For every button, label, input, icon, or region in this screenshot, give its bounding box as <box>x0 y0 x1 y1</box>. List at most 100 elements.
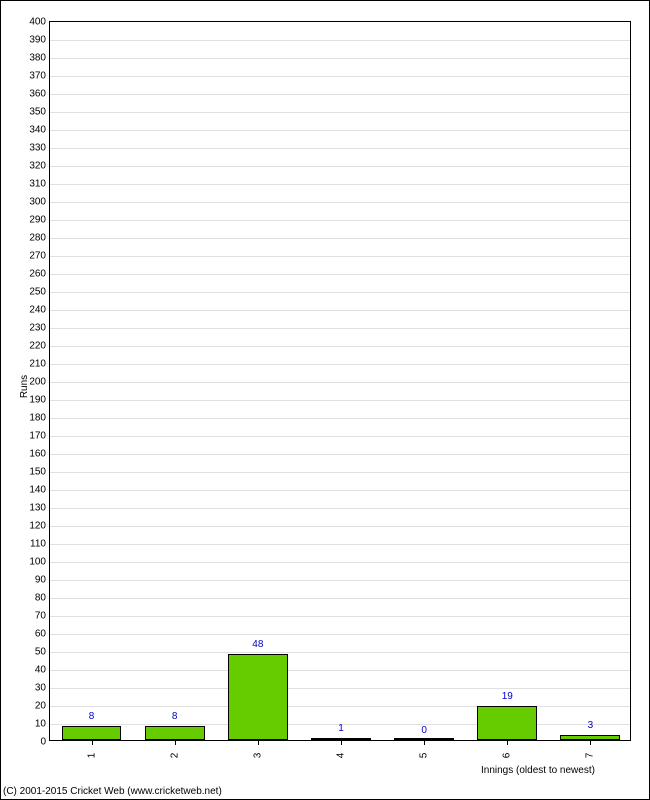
y-tick-label: 130 <box>29 503 46 514</box>
gridline <box>50 400 630 401</box>
gridline <box>50 328 630 329</box>
x-tick-label: 2 <box>169 753 180 759</box>
gridline <box>50 310 630 311</box>
y-tick-label: 400 <box>29 17 46 28</box>
y-tick-label: 310 <box>29 179 46 190</box>
gridline <box>50 652 630 653</box>
x-tick-label: 1 <box>86 753 97 759</box>
y-axis-label: Runs <box>19 375 30 398</box>
bar <box>145 726 205 740</box>
footer-copyright: (C) 2001-2015 Cricket Web (www.cricketwe… <box>3 786 222 797</box>
x-tick <box>341 740 342 745</box>
gridline <box>50 292 630 293</box>
gridline <box>50 130 630 131</box>
x-tick-label: 3 <box>252 753 263 759</box>
y-tick-label: 230 <box>29 323 46 334</box>
gridline <box>50 454 630 455</box>
y-tick-label: 140 <box>29 485 46 496</box>
y-tick-label: 380 <box>29 53 46 64</box>
x-tick-label: 4 <box>336 753 347 759</box>
gridline <box>50 202 630 203</box>
y-tick-label: 170 <box>29 431 46 442</box>
y-tick-label: 70 <box>35 611 46 622</box>
gridline <box>50 76 630 77</box>
bar-value-label: 1 <box>338 723 344 734</box>
bar-value-label: 3 <box>588 720 594 731</box>
gridline <box>50 544 630 545</box>
gridline <box>50 418 630 419</box>
gridline <box>50 382 630 383</box>
y-tick-label: 260 <box>29 269 46 280</box>
y-tick-label: 100 <box>29 557 46 568</box>
gridline <box>50 238 630 239</box>
y-tick-label: 60 <box>35 629 46 640</box>
y-tick-label: 160 <box>29 449 46 460</box>
gridline <box>50 706 630 707</box>
y-tick-label: 90 <box>35 575 46 586</box>
y-tick-label: 320 <box>29 161 46 172</box>
x-axis-label: Innings (oldest to newest) <box>481 765 595 776</box>
gridline <box>50 580 630 581</box>
gridline <box>50 274 630 275</box>
y-tick-label: 250 <box>29 287 46 298</box>
x-tick <box>424 740 425 745</box>
y-tick-label: 200 <box>29 377 46 388</box>
gridline <box>50 436 630 437</box>
y-tick-label: 210 <box>29 359 46 370</box>
gridline <box>50 148 630 149</box>
gridline <box>50 346 630 347</box>
gridline <box>50 562 630 563</box>
bar-value-label: 8 <box>172 711 178 722</box>
bar-value-label: 19 <box>502 691 513 702</box>
y-tick-label: 40 <box>35 665 46 676</box>
y-tick-label: 300 <box>29 197 46 208</box>
y-tick-label: 120 <box>29 521 46 532</box>
x-tick-label: 7 <box>585 753 596 759</box>
y-tick-label: 330 <box>29 143 46 154</box>
x-tick-label: 5 <box>419 753 430 759</box>
y-tick-label: 280 <box>29 233 46 244</box>
y-tick-label: 370 <box>29 71 46 82</box>
chart-container: 0102030405060708090100110120130140150160… <box>0 0 650 800</box>
x-tick <box>175 740 176 745</box>
y-tick-label: 340 <box>29 125 46 136</box>
bar-value-label: 0 <box>421 725 427 736</box>
y-tick-label: 10 <box>35 719 46 730</box>
gridline <box>50 220 630 221</box>
gridline <box>50 490 630 491</box>
gridline <box>50 166 630 167</box>
y-tick-label: 0 <box>40 737 46 748</box>
gridline <box>50 58 630 59</box>
y-tick-label: 290 <box>29 215 46 226</box>
x-tick <box>507 740 508 745</box>
y-tick-label: 360 <box>29 89 46 100</box>
gridline <box>50 184 630 185</box>
gridline <box>50 598 630 599</box>
bar-value-label: 48 <box>252 639 263 650</box>
y-tick-label: 110 <box>30 539 46 550</box>
y-tick-label: 220 <box>29 341 46 352</box>
y-tick-label: 190 <box>29 395 46 406</box>
y-tick-label: 80 <box>35 593 46 604</box>
gridline <box>50 364 630 365</box>
x-tick-label: 6 <box>502 753 513 759</box>
gridline <box>50 616 630 617</box>
bar <box>62 726 122 740</box>
y-tick-label: 270 <box>29 251 46 262</box>
plot-area: 0102030405060708090100110120130140150160… <box>49 21 631 741</box>
gridline <box>50 472 630 473</box>
y-tick-label: 390 <box>29 35 46 46</box>
y-tick-label: 350 <box>29 107 46 118</box>
x-tick <box>92 740 93 745</box>
bar-value-label: 8 <box>89 711 95 722</box>
gridline <box>50 688 630 689</box>
gridline <box>50 670 630 671</box>
y-tick-label: 20 <box>35 701 46 712</box>
bar <box>228 654 288 740</box>
x-tick <box>258 740 259 745</box>
gridline <box>50 508 630 509</box>
y-tick-label: 240 <box>29 305 46 316</box>
gridline <box>50 634 630 635</box>
gridline <box>50 526 630 527</box>
bar <box>477 706 537 740</box>
